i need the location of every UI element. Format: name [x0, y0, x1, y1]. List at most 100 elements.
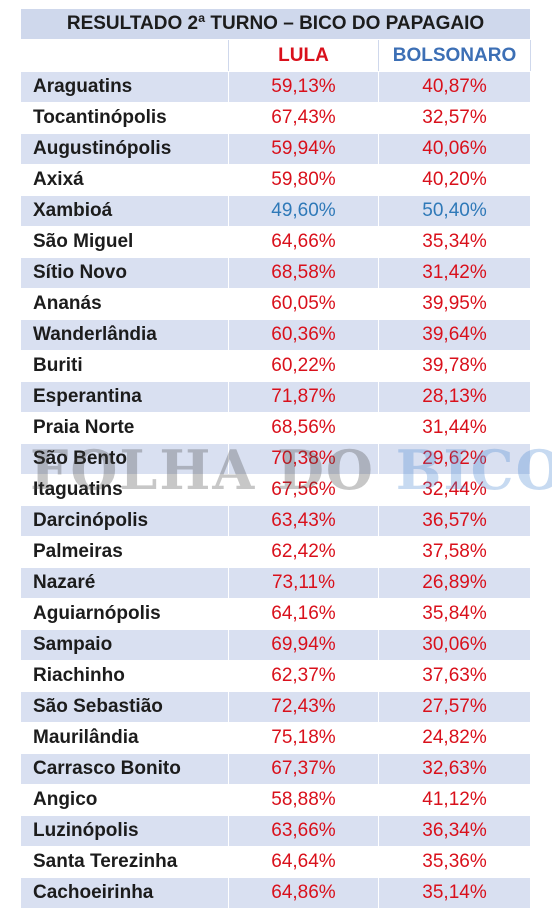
lula-percentage: 75,18%	[228, 722, 379, 754]
table-row: Darcinópolis 63,43% 36,57%	[20, 505, 532, 537]
table-row: Luzinópolis 63,66% 36,34%	[20, 815, 532, 847]
city-name: Ananás	[20, 288, 229, 320]
table-row: Santa Terezinha 64,64% 35,36%	[20, 846, 532, 878]
lula-percentage: 64,64%	[228, 846, 379, 878]
table-row: Esperantina 71,87% 28,13%	[20, 381, 532, 413]
bolsonaro-percentage: 32,63%	[377, 753, 532, 785]
table-row: São Bento 70,38% 29,62%	[20, 443, 532, 475]
results-body: Araguatins 59,13% 40,87% Tocantinópolis 67,4…	[20, 71, 532, 909]
city-name: São Sebastião	[20, 691, 229, 723]
city-column-header	[20, 39, 229, 72]
table-row: Maurilândia 75,18% 24,82%	[20, 722, 532, 754]
city-name: Aguiarnópolis	[20, 598, 229, 630]
bolsonaro-percentage: 35,84%	[377, 598, 532, 630]
bolsonaro-percentage: 30,06%	[377, 629, 532, 661]
city-name: Itaguatins	[20, 474, 229, 506]
bolsonaro-percentage: 29,62%	[377, 443, 532, 475]
bolsonaro-percentage: 50,40%	[377, 195, 532, 227]
city-name: Cachoeirinha	[20, 877, 229, 909]
lula-percentage: 60,05%	[228, 288, 379, 320]
bolsonaro-percentage: 35,34%	[377, 226, 532, 258]
table-row: Buriti 60,22% 39,78%	[20, 350, 532, 382]
bolsonaro-percentage: 32,57%	[377, 102, 532, 134]
lula-percentage: 68,58%	[228, 257, 379, 289]
table-row: Tocantinópolis 67,43% 32,57%	[20, 102, 532, 134]
table-title: RESULTADO 2ª TURNO – BICO DO PAPAGAIO	[19, 8, 532, 40]
header-row: LULA BOLSONARO	[20, 39, 532, 72]
results-sheet: RESULTADO 2ª TURNO – BICO DO PAPAGAIO LU…	[19, 8, 552, 909]
bolsonaro-percentage: 35,36%	[377, 846, 532, 878]
table-row: Wanderlândia 60,36% 39,64%	[20, 319, 532, 351]
lula-percentage: 63,43%	[228, 505, 379, 537]
results-table: RESULTADO 2ª TURNO – BICO DO PAPAGAIO LU…	[19, 8, 532, 909]
table-row: São Miguel 64,66% 35,34%	[20, 226, 532, 258]
lula-percentage: 67,43%	[228, 102, 379, 134]
lula-percentage: 73,11%	[228, 567, 379, 599]
city-name: Sampaio	[20, 629, 229, 661]
city-name: Sítio Novo	[20, 257, 229, 289]
lula-percentage: 69,94%	[228, 629, 379, 661]
lula-percentage: 68,56%	[228, 412, 379, 444]
lula-percentage: 59,94%	[228, 133, 379, 165]
lula-percentage: 60,36%	[228, 319, 379, 351]
city-name: Wanderlândia	[20, 319, 229, 351]
city-name: Buriti	[20, 350, 229, 382]
city-name: Palmeiras	[20, 536, 229, 568]
table-row: Nazaré 73,11% 26,89%	[20, 567, 532, 599]
table-row: Palmeiras 62,42% 37,58%	[20, 536, 532, 568]
bolsonaro-column-header: BOLSONARO	[377, 39, 532, 72]
bolsonaro-percentage: 31,42%	[377, 257, 532, 289]
city-name: Axixá	[20, 164, 229, 196]
city-name: Riachinho	[20, 660, 229, 692]
city-name: São Bento	[20, 443, 229, 475]
lula-percentage: 58,88%	[228, 784, 379, 816]
bolsonaro-percentage: 40,06%	[377, 133, 532, 165]
city-name: Augustinópolis	[20, 133, 229, 165]
lula-percentage: 64,16%	[228, 598, 379, 630]
city-name: Nazaré	[20, 567, 229, 599]
table-row: Itaguatins 67,56% 32,44%	[20, 474, 532, 506]
table-row: Ananás 60,05% 39,95%	[20, 288, 532, 320]
lula-percentage: 67,56%	[228, 474, 379, 506]
bolsonaro-percentage: 40,20%	[377, 164, 532, 196]
bolsonaro-percentage: 39,64%	[377, 319, 532, 351]
bolsonaro-percentage: 31,44%	[377, 412, 532, 444]
bolsonaro-percentage: 35,14%	[377, 877, 532, 909]
city-name: Xambioá	[20, 195, 229, 227]
bolsonaro-percentage: 37,58%	[377, 536, 532, 568]
bolsonaro-percentage: 39,95%	[377, 288, 532, 320]
lula-percentage: 59,80%	[228, 164, 379, 196]
city-name: Darcinópolis	[20, 505, 229, 537]
city-name: Luzinópolis	[20, 815, 229, 847]
bolsonaro-percentage: 36,57%	[377, 505, 532, 537]
city-name: Tocantinópolis	[20, 102, 229, 134]
table-row: Sampaio 69,94% 30,06%	[20, 629, 532, 661]
lula-percentage: 59,13%	[228, 71, 379, 103]
bolsonaro-percentage: 32,44%	[377, 474, 532, 506]
bolsonaro-percentage: 28,13%	[377, 381, 532, 413]
table-row: São Sebastião 72,43% 27,57%	[20, 691, 532, 723]
city-name: Angico	[20, 784, 229, 816]
table-row: Angico 58,88% 41,12%	[20, 784, 532, 816]
lula-percentage: 70,38%	[228, 443, 379, 475]
bolsonaro-percentage: 39,78%	[377, 350, 532, 382]
table-row: Cachoeirinha 64,86% 35,14%	[20, 877, 532, 909]
city-name: Esperantina	[20, 381, 229, 413]
lula-percentage: 49,60%	[228, 195, 379, 227]
table-row: Xambioá 49,60% 50,40%	[20, 195, 532, 227]
lula-column-header: LULA	[228, 39, 379, 72]
city-name: Praia Norte	[20, 412, 229, 444]
city-name: Santa Terezinha	[20, 846, 229, 878]
table-row: Aguiarnópolis 64,16% 35,84%	[20, 598, 532, 630]
bolsonaro-percentage: 24,82%	[377, 722, 532, 754]
lula-percentage: 62,42%	[228, 536, 379, 568]
bolsonaro-percentage: 26,89%	[377, 567, 532, 599]
city-name: Maurilândia	[20, 722, 229, 754]
table-row: Araguatins 59,13% 40,87%	[20, 71, 532, 103]
city-name: São Miguel	[20, 226, 229, 258]
bolsonaro-percentage: 37,63%	[377, 660, 532, 692]
table-row: Axixá 59,80% 40,20%	[20, 164, 532, 196]
lula-percentage: 67,37%	[228, 753, 379, 785]
lula-percentage: 63,66%	[228, 815, 379, 847]
city-name: Araguatins	[20, 71, 229, 103]
